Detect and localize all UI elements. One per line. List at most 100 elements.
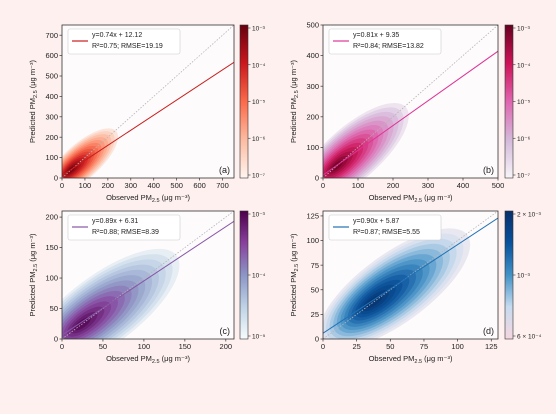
x-tick-label: 400 [147, 181, 160, 190]
colorbar-tick-label: 10⁻⁷ [517, 173, 531, 180]
legend-stats: R²=0.75; RMSE=19.19 [92, 43, 163, 50]
colorbar-tick-label: 10⁻⁷ [252, 173, 266, 180]
y-tick-label: 200 [45, 133, 58, 142]
colorbar-tick-label: 10⁻⁴ [517, 62, 531, 69]
x-axis-title: Observed PM2.5 (μg m⁻³) [106, 193, 190, 204]
y-axis-title: Predicted PM2.5 (μg m⁻³) [289, 233, 300, 317]
x-tick-label: 700 [216, 181, 229, 190]
x-tick-label: 50 [386, 342, 394, 351]
legend-stats: R²=0.88; RMSE=8.39 [92, 229, 159, 236]
colorbar-tick-label: 10⁻³ [252, 26, 266, 33]
panel-c: 0 50 100 150 200 0 50 100 150 200 Observed PM2.5 (… [28, 210, 266, 365]
x-tick-label: 600 [193, 181, 206, 190]
y-tick-label: 300 [45, 112, 58, 121]
colorbar-tick-label: 10⁻⁵ [252, 334, 266, 341]
y-tick-label: 100 [45, 153, 58, 162]
colorbar: 10⁻³ 10⁻⁴ 10⁻⁵ 10⁻⁶ 10⁻⁷ [504, 24, 531, 180]
legend-box [67, 28, 181, 55]
regression-line [62, 220, 234, 336]
density-cloud [323, 228, 471, 339]
y-tick-label: 125 [306, 212, 319, 221]
colorbar-gradient [239, 210, 249, 340]
y-tick-label: 75 [311, 261, 319, 270]
colorbar: 10⁻³ 10⁻⁴ 10⁻⁵ [239, 210, 266, 341]
legend-box [328, 214, 442, 241]
axes-frame [322, 24, 499, 179]
y-tick-label: 0 [54, 174, 58, 183]
legend-box [67, 214, 181, 241]
x-tick-label: 200 [387, 181, 400, 190]
legend: y=0.89x + 6.31 R²=0.88; RMSE=8.39 [67, 214, 181, 241]
y-axis-title: Predicted PM2.5 (μg m⁻³) [28, 59, 39, 143]
colorbar-tick-label: 10⁻⁴ [252, 273, 266, 280]
x-tick-label: 200 [220, 342, 233, 351]
axes-frame [61, 24, 235, 179]
x-tick-label: 100 [138, 342, 151, 351]
legend: y=0.90x + 5.87 R²=0.87; RMSE=5.55 [328, 214, 442, 241]
legend: y=0.74x + 12.12 R²=0.75; RMSE=19.19 [67, 28, 181, 55]
x-tick-label: 100 [79, 181, 92, 190]
y-tick-label: 100 [306, 236, 319, 245]
colorbar-tick-label: 10⁻⁶ [252, 136, 266, 143]
panel-label: (d) [483, 326, 494, 336]
legend-equation: y=0.90x + 5.87 [353, 218, 399, 225]
panel-label: (c) [220, 326, 231, 336]
colorbar-tick-label: 10⁻⁴ [252, 62, 266, 69]
x-tick-label: 150 [179, 342, 192, 351]
colorbar-tick-label: 2 × 10⁻³ [517, 212, 542, 219]
colorbar-gradient [239, 24, 249, 179]
colorbar-gradient [504, 210, 514, 340]
panel-d: 0 25 50 75 100 125 0 25 50 75 100 125 Observed PM2.5… [289, 210, 542, 365]
y-tick-label: 200 [306, 112, 319, 121]
colorbar-tick-label: 10⁻³ [252, 212, 266, 219]
legend-stats: R²=0.84; RMSE=13.82 [353, 43, 424, 50]
regression-line [323, 217, 498, 334]
y-tick-label: 25 [311, 310, 319, 319]
x-tick-label: 100 [451, 342, 464, 351]
y-tick-label: 200 [45, 213, 58, 222]
y-tick-label: 50 [50, 304, 58, 313]
x-axis-title: Observed PM2.5 (μg m⁻³) [106, 354, 190, 365]
x-axis-title: Observed PM2.5 (μg m⁻³) [369, 193, 453, 204]
one-to-one-line [62, 25, 234, 178]
y-tick-label: 500 [45, 72, 58, 81]
axes-frame [322, 210, 499, 340]
y-tick-label: 50 [311, 285, 319, 294]
x-tick-label: 500 [170, 181, 183, 190]
legend-stats: R²=0.87; RMSE=5.55 [353, 229, 420, 236]
colorbar-gradient [504, 24, 514, 179]
colorbar-tick-label: 10⁻⁵ [517, 99, 531, 106]
panel-label: (b) [483, 165, 494, 175]
y-tick-label: 400 [306, 51, 319, 60]
x-axis-title: Observed PM2.5 (μg m⁻³) [369, 354, 453, 365]
axes-frame [61, 210, 235, 340]
y-tick-label: 500 [306, 21, 319, 30]
y-tick-label: 0 [54, 335, 58, 344]
legend-box [328, 28, 442, 55]
colorbar-tick-label: 10⁻³ [517, 26, 531, 33]
y-tick-label: 100 [45, 274, 58, 283]
x-tick-label: 50 [99, 342, 107, 351]
legend-equation: y=0.89x + 6.31 [92, 218, 138, 225]
x-tick-label: 300 [125, 181, 138, 190]
y-tick-label: 700 [45, 31, 58, 40]
colorbar-tick-label: 10⁻⁵ [252, 99, 266, 106]
y-tick-label: 150 [45, 243, 58, 252]
y-axis-title: Predicted PM2.5 (μg m⁻³) [28, 233, 39, 317]
y-tick-label: 600 [45, 51, 58, 60]
y-tick-label: 0 [315, 174, 319, 183]
y-axis-title: Predicted PM2.5 (μg m⁻³) [289, 59, 300, 143]
x-tick-label: 75 [420, 342, 428, 351]
x-tick-label: 500 [492, 181, 505, 190]
x-tick-label: 125 [485, 342, 498, 351]
x-tick-label: 0 [321, 342, 325, 351]
x-tick-label: 0 [60, 181, 64, 190]
legend-equation: y=0.74x + 12.12 [92, 32, 142, 39]
x-tick-label: 300 [422, 181, 435, 190]
x-tick-label: 25 [352, 342, 360, 351]
colorbar-tick-label: 10⁻³ [517, 273, 531, 280]
one-to-one-line [323, 211, 498, 339]
panel-a: 0 100 200 300 400 500 600 700 0 100 200 300 400 500 60… [28, 24, 266, 204]
regression-line [62, 61, 234, 176]
